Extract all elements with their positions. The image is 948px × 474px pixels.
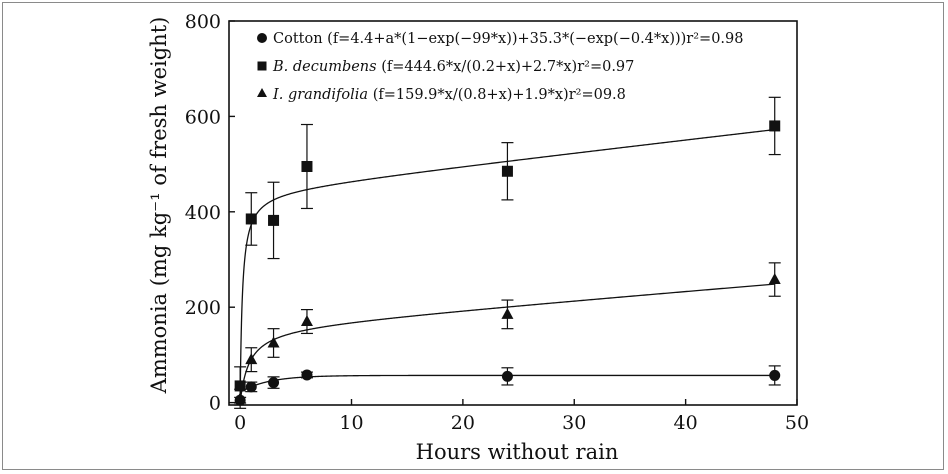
axis-ticks: 0 10 20 30 40 50 0 200 400 600 800 (185, 11, 809, 434)
y-tick-label: 0 (209, 393, 221, 415)
plot-border (228, 20, 798, 406)
data-point-circle (245, 381, 257, 393)
x-tick-label: 10 (339, 412, 363, 434)
legend-name-cotton: Cotton (273, 31, 323, 47)
data-point-triangle (768, 273, 781, 285)
data-point-triangle (300, 315, 313, 327)
legend-item-cotton: Cotton (f=4.4+a*(1−exp(−99*x))+35.3*(−ex… (273, 31, 743, 47)
y-tick-label: 200 (185, 297, 221, 319)
data-point-square (501, 165, 513, 177)
data-point-circle (268, 377, 280, 389)
data-point-circle (301, 369, 313, 381)
data-point-square (234, 380, 246, 392)
x-tick-label: 0 (234, 412, 246, 434)
data-point-triangle (234, 392, 247, 404)
legend-name-i-grandifolia: I. grandifolia (272, 87, 368, 103)
data-point-circle (501, 370, 513, 382)
y-axis-label: Ammonia (mg kg⁻¹ of fresh weight) (147, 17, 171, 395)
legend-item-i-grandifolia: I. grandifolia (f=159.9*x/(0.8+x)+1.9*x)… (272, 87, 626, 103)
legend-name-b-decumbens: B. decumbens (272, 59, 377, 75)
legend-marker-triangle (257, 88, 267, 97)
legend-marker-circle (257, 33, 267, 43)
error-bars (234, 96, 781, 409)
data-point-square (301, 160, 313, 172)
x-tick-label: 40 (674, 412, 698, 434)
legend-marker-square (257, 61, 267, 71)
data-point-triangle (267, 336, 280, 348)
data-markers (234, 120, 781, 406)
y-tick-label: 600 (185, 106, 221, 128)
legend: Cotton (f=4.4+a*(1−exp(−99*x))+35.3*(−ex… (257, 31, 743, 103)
data-point-circle (769, 369, 781, 381)
y-tick-label: 800 (185, 11, 221, 33)
fit-curve-i-grandifolia (239, 283, 775, 403)
data-point-square (245, 213, 257, 225)
data-point-triangle (501, 307, 514, 319)
legend-fit-b-decumbens: (f=444.6*x/(0.2+x)+2.7*x)r²=0.97 (381, 59, 634, 75)
legend-item-b-decumbens: B. decumbens (f=444.6*x/(0.2+x)+2.7*x)r²… (272, 59, 634, 75)
data-point-square (769, 120, 781, 132)
x-tick-label: 30 (562, 412, 586, 434)
legend-fit-i-grandifolia: (f=159.9*x/(0.8+x)+1.9*x)r²=09.8 (373, 87, 626, 103)
legend-fit-cotton: (f=4.4+a*(1−exp(−99*x))+35.3*(−exp(−0.4*… (327, 31, 743, 47)
x-tick-label: 20 (451, 412, 475, 434)
y-tick-label: 400 (185, 202, 221, 224)
data-point-square (268, 214, 280, 226)
x-axis-label: Hours without rain (416, 440, 619, 464)
x-tick-label: 50 (785, 412, 809, 434)
data-point-triangle (245, 353, 258, 365)
